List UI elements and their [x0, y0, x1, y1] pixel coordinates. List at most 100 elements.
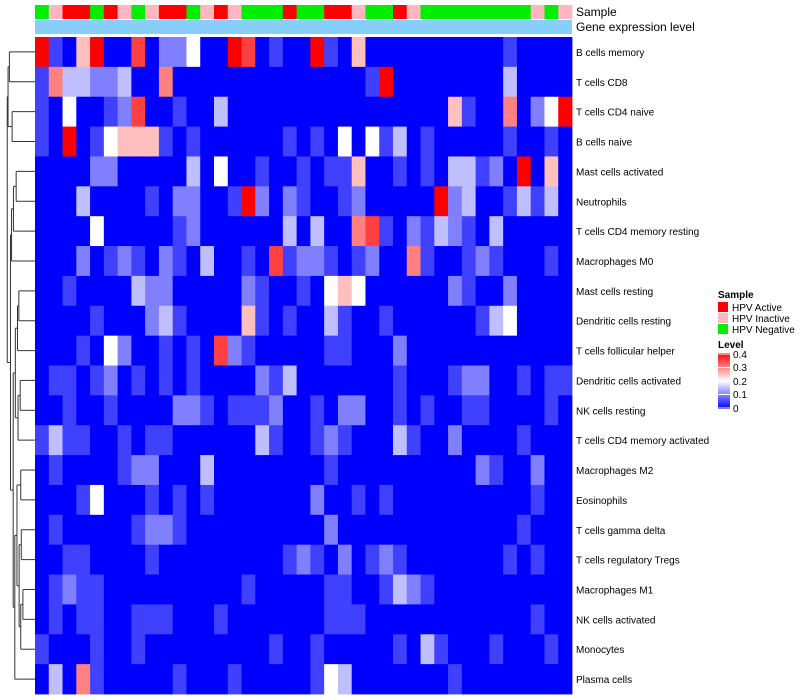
heatmap-cell	[448, 126, 463, 157]
heatmap-cell	[558, 574, 573, 605]
heatmap-cell	[434, 395, 449, 426]
heatmap-cell	[172, 37, 187, 68]
heatmap-cell	[227, 574, 242, 605]
heatmap-cell	[448, 634, 463, 665]
heatmap-cell	[448, 365, 463, 396]
heatmap-cell	[117, 664, 132, 695]
heatmap-cell	[406, 96, 421, 127]
heatmap-cell	[337, 66, 353, 98]
heatmap-cell	[48, 365, 63, 396]
heatmap-cell	[158, 126, 174, 157]
heatmap-cell	[475, 96, 490, 127]
heatmap-cell	[255, 514, 270, 546]
heatmap-cell	[35, 604, 50, 635]
heatmap-cell	[103, 425, 119, 456]
heatmap-cell	[241, 544, 256, 575]
heatmap-cell	[269, 275, 284, 307]
heatmap-cell	[544, 66, 559, 98]
sample-annotation-cell	[379, 5, 394, 19]
heatmap-cell	[489, 335, 504, 366]
heatmap-cell	[516, 395, 532, 426]
heatmap-cell	[35, 37, 50, 68]
heatmap-cell	[241, 186, 256, 217]
heatmap-cell	[62, 156, 77, 187]
heatmap-cell	[310, 96, 325, 127]
legend-swatch-hpv-inactive	[718, 313, 728, 323]
legend-swatch-hpv-active	[718, 302, 728, 312]
heatmap-cell	[62, 395, 77, 426]
heatmap-cell	[530, 604, 545, 635]
heatmap-cell	[255, 305, 270, 337]
sample-annotation-cell	[158, 5, 174, 19]
heatmap-cell	[296, 66, 311, 98]
heatmap-cell	[158, 66, 174, 98]
heatmap-cell	[558, 544, 573, 575]
heatmap-cell	[406, 634, 421, 665]
row-label: Dendritic cells resting	[576, 317, 671, 328]
sample-annotation-cell	[76, 5, 91, 19]
heatmap-cell	[227, 634, 242, 665]
heatmap-cell	[503, 574, 518, 605]
heatmap-cell	[393, 365, 408, 396]
sample-annotation-cell	[117, 5, 132, 19]
heatmap-cell	[145, 37, 160, 68]
heatmap-cell	[296, 335, 311, 366]
heatmap-cell	[172, 186, 187, 217]
heatmap-cell	[255, 156, 270, 187]
heatmap-cell	[227, 37, 242, 68]
heatmap-cell	[214, 574, 229, 605]
heatmap-cell	[461, 96, 477, 127]
heatmap-cell	[475, 37, 490, 68]
heatmap-cell	[145, 126, 160, 157]
heatmap-cell	[48, 514, 63, 546]
heatmap-cell	[393, 216, 408, 247]
heatmap-cell	[186, 37, 201, 68]
heatmap-cell	[503, 246, 518, 277]
heatmap-cell	[379, 604, 394, 635]
heatmap-cell	[337, 484, 353, 516]
heatmap-cell	[337, 37, 353, 68]
heatmap-cell	[489, 634, 504, 665]
heatmap-cell	[214, 246, 229, 277]
heatmap-cell	[406, 186, 421, 217]
heatmap-cell	[282, 37, 298, 68]
heatmap-cell	[461, 216, 477, 247]
heatmap-cell	[117, 604, 132, 635]
heatmap-cell	[530, 305, 545, 337]
heatmap-cell	[255, 634, 270, 665]
heatmap-cell	[406, 335, 421, 366]
heatmap-cell	[489, 186, 504, 217]
heatmap-cell	[76, 275, 91, 307]
heatmap-cell	[214, 634, 229, 665]
heatmap-cell	[255, 664, 270, 695]
heatmap-cell	[420, 156, 435, 187]
heatmap-cell	[296, 126, 311, 157]
heatmap-cell	[103, 604, 119, 635]
heatmap-cell	[282, 425, 298, 456]
heatmap-cell	[544, 514, 559, 546]
heatmap-cell	[172, 484, 187, 516]
sample-annotation-cell	[296, 5, 311, 19]
heatmap-cell	[516, 305, 532, 337]
heatmap-cell	[131, 275, 146, 307]
heatmap-cell	[406, 425, 421, 456]
heatmap-cell	[393, 514, 408, 546]
heatmap-cell	[227, 514, 242, 546]
heatmap-cell	[434, 156, 449, 187]
row-label: B cells naive	[576, 138, 633, 149]
heatmap-cell	[530, 455, 545, 486]
heatmap-cell	[406, 156, 421, 187]
heatmap-cell	[90, 455, 105, 486]
level-tick-label: 0	[733, 404, 739, 415]
heatmap-cell	[379, 66, 394, 98]
heatmap-cell	[530, 514, 545, 546]
heatmap-cell	[516, 156, 532, 187]
heatmap-cell	[145, 574, 160, 605]
heatmap-cell	[186, 425, 201, 456]
heatmap-cell	[186, 66, 201, 98]
heatmap-cell	[530, 395, 545, 426]
heatmap-cell	[131, 544, 146, 575]
heatmap-cell	[117, 126, 132, 157]
heatmap-cell	[62, 305, 77, 337]
heatmap-cell	[62, 186, 77, 217]
